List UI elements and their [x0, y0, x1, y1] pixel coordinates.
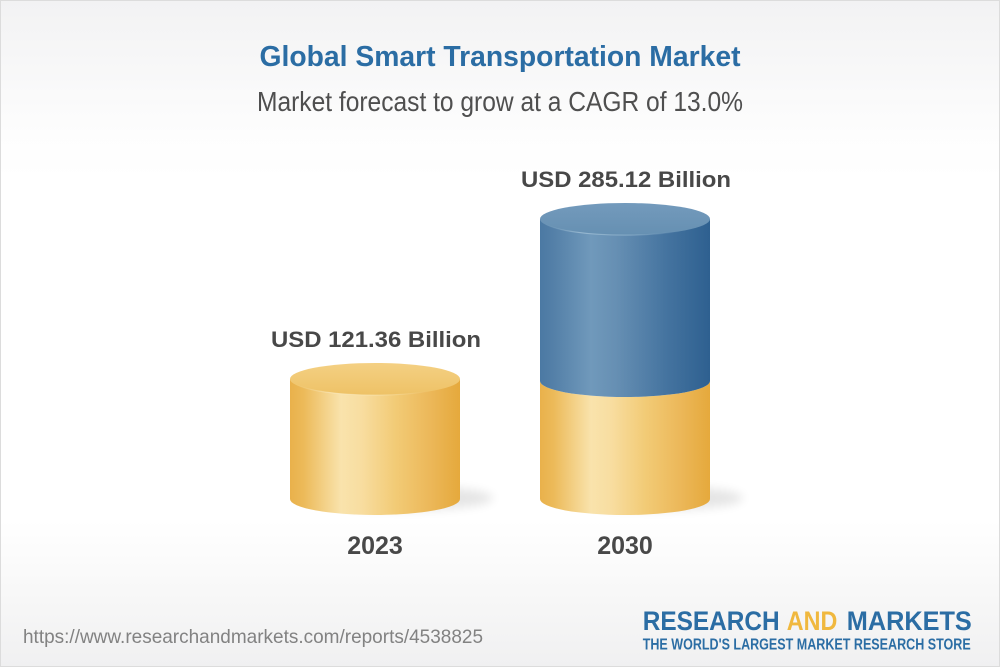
svg-text:AND: AND — [787, 606, 838, 636]
svg-text:2023: 2023 — [347, 532, 403, 560]
svg-text:MARKETS: MARKETS — [847, 606, 972, 636]
svg-text:2030: 2030 — [597, 532, 653, 560]
svg-text:Market forecast to grow at a C: Market forecast to grow at a CAGR of 13.… — [257, 86, 743, 117]
svg-text:THE WORLD'S LARGEST MARKET RES: THE WORLD'S LARGEST MARKET RESEARCH STOR… — [643, 637, 971, 654]
svg-text:USD 285.12 Billion: USD 285.12 Billion — [521, 167, 731, 192]
svg-text:RESEARCH: RESEARCH — [643, 606, 780, 636]
svg-text:Global Smart Transportation Ma: Global Smart Transportation Market — [260, 41, 741, 73]
svg-text:https://www.researchandmarkets: https://www.researchandmarkets.com/repor… — [23, 626, 483, 648]
svg-text:USD 121.36 Billion: USD 121.36 Billion — [271, 327, 481, 352]
